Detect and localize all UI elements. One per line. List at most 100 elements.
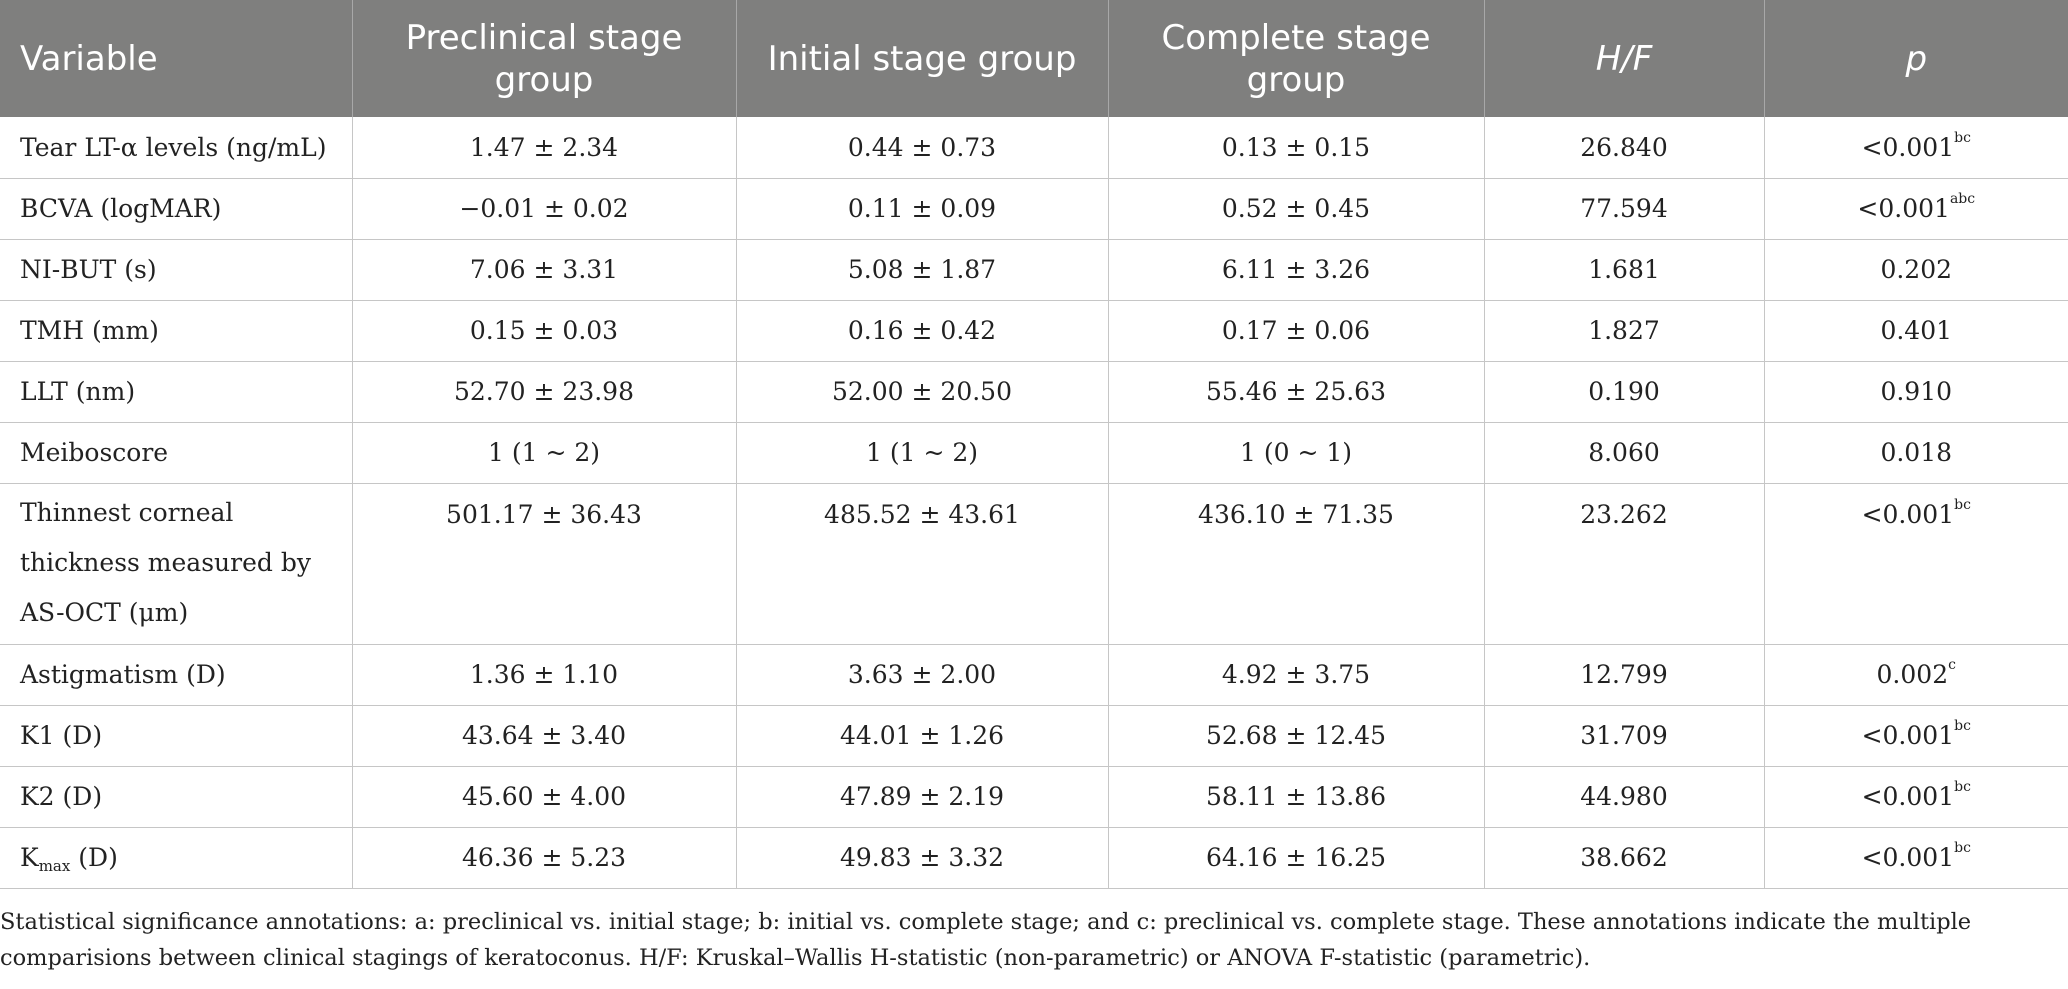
- cell-preclinical: 45.60 ± 4.00: [352, 766, 737, 828]
- cell-preclinical: 43.64 ± 3.40: [352, 705, 737, 767]
- cell-variable: Thinnest corneal thickness measured by A…: [0, 483, 353, 645]
- cell-p: 0.202: [1764, 239, 2068, 301]
- table-row: TMH (mm) 0.15 ± 0.03 0.16 ± 0.42 0.17 ± …: [0, 300, 2068, 362]
- cell-hf: 26.840: [1484, 117, 1765, 179]
- p-significance: c: [1948, 657, 1956, 673]
- cell-initial: 0.16 ± 0.42: [736, 300, 1109, 362]
- cell-p: 0.910: [1764, 361, 2068, 423]
- cell-complete: 52.68 ± 12.45: [1108, 705, 1485, 767]
- cell-variable: K2 (D): [0, 766, 353, 828]
- p-value: <0.001: [1861, 132, 1955, 162]
- table-row: Thinnest corneal thickness measured by A…: [0, 483, 2068, 645]
- cell-preclinical: 1.47 ± 2.34: [352, 117, 737, 179]
- cell-complete: 436.10 ± 71.35: [1108, 483, 1485, 645]
- variable-base: K: [20, 843, 39, 872]
- cell-initial: 47.89 ± 2.19: [736, 766, 1109, 828]
- table-row: Meiboscore 1 (1 ~ 2) 1 (1 ~ 2) 1 (0 ~ 1)…: [0, 422, 2068, 484]
- p-significance: bc: [1954, 129, 1971, 146]
- cell-initial: 0.44 ± 0.73: [736, 117, 1109, 179]
- cell-preclinical: 1.36 ± 1.10: [352, 644, 737, 706]
- variable-unit: (D): [70, 843, 118, 872]
- cell-complete: 0.13 ± 0.15: [1108, 117, 1485, 179]
- p-value: <0.001: [1861, 499, 1955, 529]
- cell-variable: BCVA (logMAR): [0, 178, 353, 240]
- cell-p: <0.001bc: [1764, 705, 2068, 767]
- cell-variable: TMH (mm): [0, 300, 353, 362]
- cell-initial: 49.83 ± 3.32: [736, 827, 1109, 889]
- p-value: <0.001: [1861, 843, 1955, 872]
- p-value: 0.002: [1876, 660, 1949, 689]
- cell-initial: 52.00 ± 20.50: [736, 361, 1109, 423]
- cell-initial: 1 (1 ~ 2): [736, 422, 1109, 484]
- cell-complete: 58.11 ± 13.86: [1108, 766, 1485, 828]
- p-value: <0.001: [1861, 782, 1955, 811]
- results-table: Variable Preclinical stage group Initial…: [0, 0, 2068, 889]
- table-row: Tear LT-α levels (ng/mL) 1.47 ± 2.34 0.4…: [0, 117, 2068, 179]
- p-value: <0.001: [1861, 721, 1955, 750]
- cell-hf: 38.662: [1484, 827, 1765, 889]
- cell-preclinical: 0.15 ± 0.03: [352, 300, 737, 362]
- table-body: Tear LT-α levels (ng/mL) 1.47 ± 2.34 0.4…: [0, 117, 2068, 889]
- table-row: K2 (D) 45.60 ± 4.00 47.89 ± 2.19 58.11 ±…: [0, 766, 2068, 828]
- cell-variable: Meiboscore: [0, 422, 353, 484]
- cell-complete: 55.46 ± 25.63: [1108, 361, 1485, 423]
- cell-p: <0.001bc: [1764, 483, 2068, 645]
- cell-hf: 31.709: [1484, 705, 1765, 767]
- table-row: BCVA (logMAR) −0.01 ± 0.02 0.11 ± 0.09 0…: [0, 178, 2068, 240]
- cell-hf: 44.980: [1484, 766, 1765, 828]
- cell-variable: NI-BUT (s): [0, 239, 353, 301]
- p-significance: abc: [1949, 191, 1976, 207]
- cell-initial: 5.08 ± 1.87: [736, 239, 1109, 301]
- cell-complete: 0.52 ± 0.45: [1108, 178, 1485, 240]
- header-initial: Initial stage group: [736, 0, 1109, 117]
- cell-variable: Tear LT-α levels (ng/mL): [0, 117, 353, 179]
- cell-p: <0.001abc: [1764, 178, 2068, 240]
- cell-complete: 1 (0 ~ 1): [1108, 422, 1485, 484]
- table-row: Kmax (D) 46.36 ± 5.23 49.83 ± 3.32 64.16…: [0, 827, 2068, 889]
- cell-initial: 0.11 ± 0.09: [736, 178, 1109, 240]
- header-hf: H/F: [1484, 0, 1765, 117]
- header-complete: Complete stage group: [1108, 0, 1485, 117]
- cell-p: 0.401: [1764, 300, 2068, 362]
- cell-p: <0.001bc: [1764, 766, 2068, 828]
- cell-preclinical: 46.36 ± 5.23: [352, 827, 737, 889]
- cell-p: 0.018: [1764, 422, 2068, 484]
- table-row: Astigmatism (D) 1.36 ± 1.10 3.63 ± 2.00 …: [0, 644, 2068, 706]
- cell-preclinical: 7.06 ± 3.31: [352, 239, 737, 301]
- table-row: LLT (nm) 52.70 ± 23.98 52.00 ± 20.50 55.…: [0, 361, 2068, 423]
- header-p: p: [1764, 0, 2068, 117]
- cell-hf: 8.060: [1484, 422, 1765, 484]
- table-row: K1 (D) 43.64 ± 3.40 44.01 ± 1.26 52.68 ±…: [0, 705, 2068, 767]
- cell-complete: 4.92 ± 3.75: [1108, 644, 1485, 706]
- table-header: Variable Preclinical stage group Initial…: [0, 0, 2068, 117]
- cell-preclinical: 501.17 ± 36.43: [352, 483, 737, 645]
- cell-hf: 1.681: [1484, 239, 1765, 301]
- p-significance: bc: [1954, 840, 1971, 856]
- cell-p: 0.002c: [1764, 644, 2068, 706]
- cell-hf: 12.799: [1484, 644, 1765, 706]
- cell-variable: Kmax (D): [0, 827, 353, 889]
- results-table-container: Variable Preclinical stage group Initial…: [0, 0, 2068, 889]
- cell-hf: 77.594: [1484, 178, 1765, 240]
- cell-preclinical: 1 (1 ~ 2): [352, 422, 737, 484]
- p-value: <0.001: [1857, 194, 1950, 223]
- cell-variable: Astigmatism (D): [0, 644, 353, 706]
- p-value: 0.018: [1880, 438, 1953, 467]
- cell-p: <0.001bc: [1764, 117, 2068, 179]
- cell-complete: 6.11 ± 3.26: [1108, 239, 1485, 301]
- cell-preclinical: 52.70 ± 23.98: [352, 361, 737, 423]
- cell-variable: K1 (D): [0, 705, 353, 767]
- cell-hf: 1.827: [1484, 300, 1765, 362]
- table-row: NI-BUT (s) 7.06 ± 3.31 5.08 ± 1.87 6.11 …: [0, 239, 2068, 301]
- variable-subscript: max: [38, 857, 71, 875]
- p-significance: bc: [1954, 718, 1971, 734]
- header-variable: Variable: [0, 0, 353, 117]
- p-significance: bc: [1954, 779, 1971, 795]
- cell-initial: 3.63 ± 2.00: [736, 644, 1109, 706]
- cell-hf: 0.190: [1484, 361, 1765, 423]
- p-value: 0.202: [1880, 255, 1953, 284]
- p-value: 0.910: [1880, 377, 1953, 406]
- table-footnote: Statistical significance annotations: a:…: [0, 909, 1972, 971]
- header-preclinical: Preclinical stage group: [352, 0, 737, 117]
- p-value: 0.401: [1880, 316, 1953, 345]
